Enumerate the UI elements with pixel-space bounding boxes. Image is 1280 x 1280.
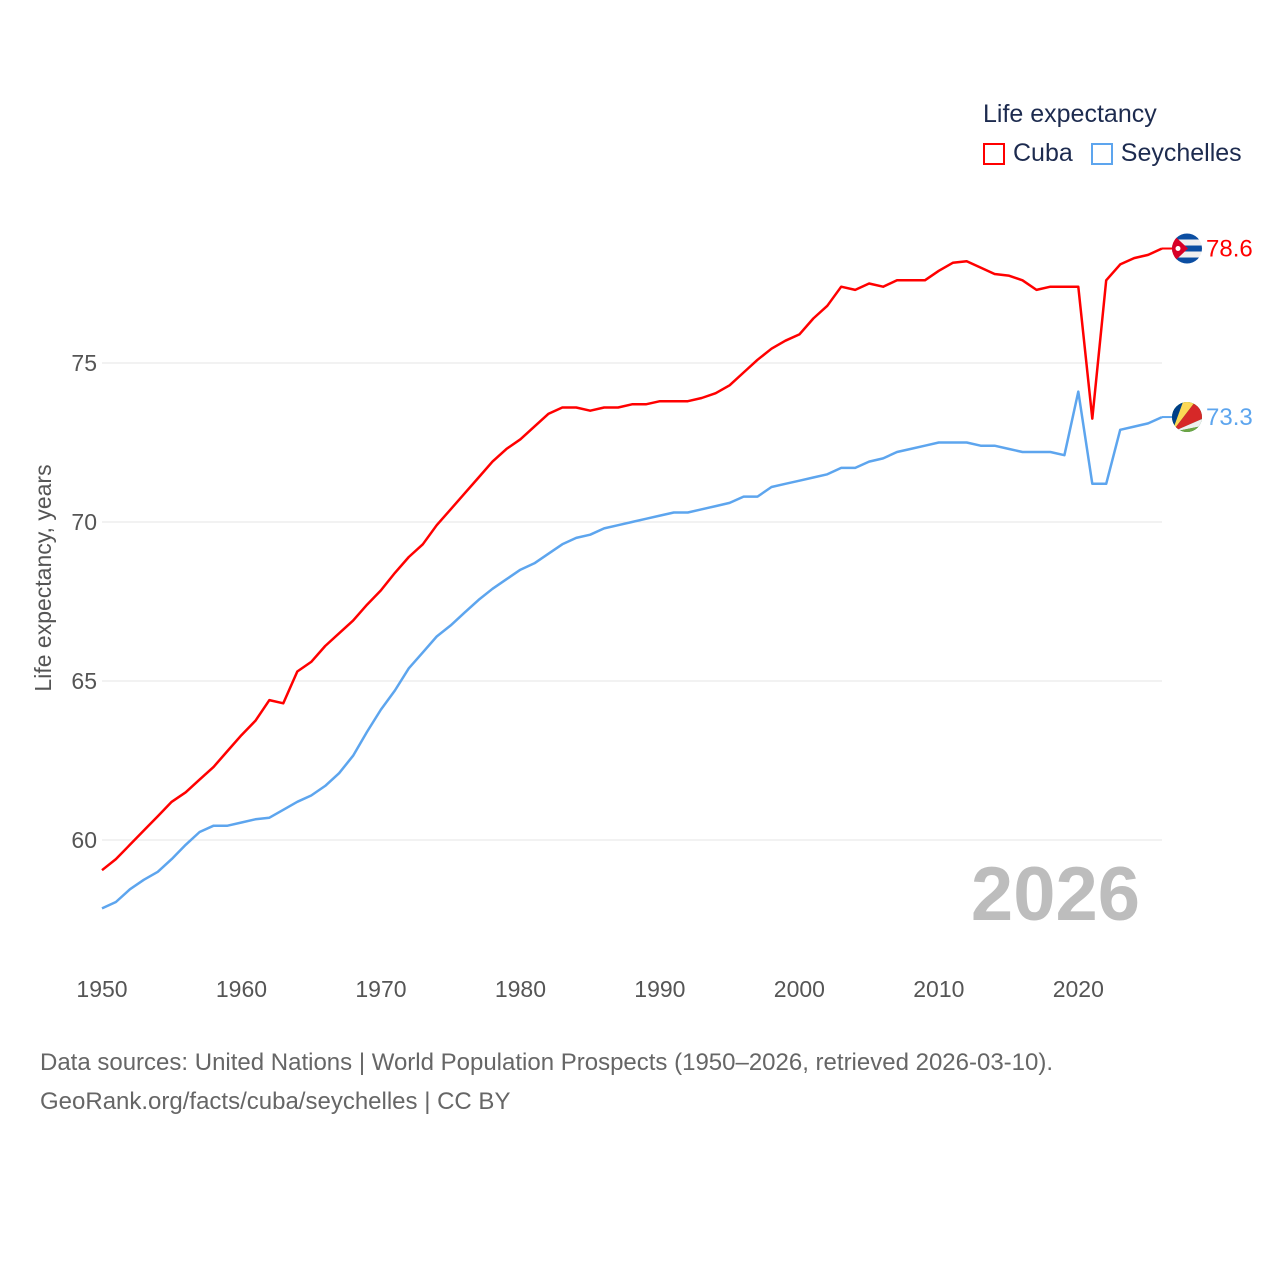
legend-item-cuba[interactable]: Cuba: [983, 139, 1073, 168]
flag-red: [1172, 402, 1202, 433]
flag-star: [1175, 246, 1181, 252]
x-axis-ticks: 1950 1960 1970 1980 1990 2000 2010 2020: [76, 976, 1103, 1002]
series-line-cuba: [101, 247, 1163, 872]
legend-label: Seychelles: [1120, 139, 1242, 167]
flag-stripe: [1172, 239, 1202, 246]
legend-swatch-cuba: [983, 142, 1005, 165]
x-tick-label: 1970: [355, 976, 406, 1002]
flag-body: [1172, 233, 1202, 264]
y-axis-label: Life expectancy, years: [30, 464, 56, 691]
flag-stripe: [1172, 257, 1202, 264]
data-sources: Data sources: United Nations | World Pop…: [40, 1049, 1054, 1076]
end-value-label: 78.6: [1206, 236, 1253, 263]
legend-swatch-seychelles: [1090, 142, 1113, 165]
seychelles-flag-icon: [1172, 402, 1202, 433]
footer: Data sources: United Nations | World Pop…: [40, 1043, 1053, 1121]
y-tick-label: 75: [71, 350, 97, 376]
y-axis-ticks: 60 65 70 75: [71, 350, 97, 853]
cuba-flag-icon: [1172, 233, 1202, 264]
series-line-seychelles: [101, 390, 1163, 910]
x-tick-label: 1990: [634, 976, 685, 1002]
y-tick-label: 60: [71, 827, 97, 853]
y-tick-label: 65: [71, 668, 97, 694]
gridlines: [102, 362, 1162, 841]
x-tick-label: 2020: [1053, 976, 1104, 1002]
flag-stripe: [1172, 251, 1202, 258]
legend-title: Life expectancy: [983, 100, 1157, 128]
y-tick-label: 70: [71, 509, 97, 535]
flag-body: [1172, 402, 1202, 433]
x-tick-label: 1950: [76, 976, 127, 1002]
x-tick-label: 2000: [774, 976, 825, 1002]
series-end-labels: 78.6 73.3: [1162, 233, 1253, 433]
x-tick-label: 1980: [495, 976, 546, 1002]
legend: Life expectancy Cuba Seychelles: [983, 100, 1260, 168]
x-tick-label: 1960: [216, 976, 267, 1002]
legend-label: Cuba: [1013, 139, 1073, 167]
flag-stripe: [1172, 233, 1202, 240]
legend-item-seychelles[interactable]: Seychelles: [1090, 139, 1242, 168]
x-tick-label: 2010: [913, 976, 964, 1002]
series-lines: [101, 247, 1163, 910]
flag-white: [1172, 419, 1202, 433]
year-label: 2026: [971, 852, 1140, 937]
source-link[interactable]: GeoRank.org/facts/cuba/seychelles | CC B…: [40, 1088, 511, 1115]
end-value-label: 73.3: [1206, 404, 1253, 431]
